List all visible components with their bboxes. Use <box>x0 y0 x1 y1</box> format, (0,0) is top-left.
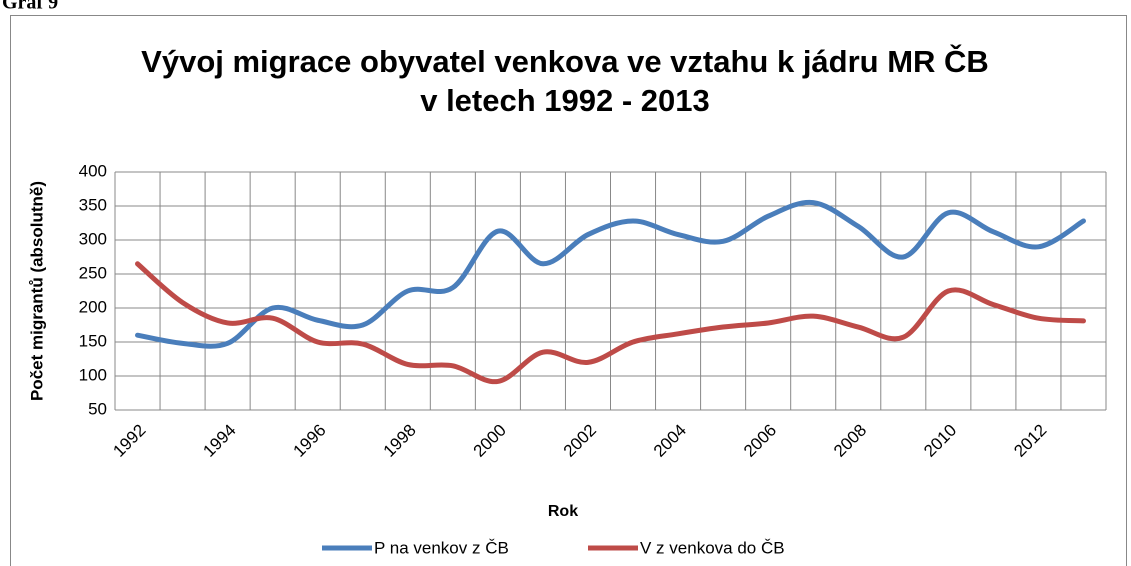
y-tick-label: 250 <box>79 263 107 282</box>
x-tick-label: 2000 <box>470 421 510 461</box>
x-tick-label: 2010 <box>920 421 960 461</box>
y-tick-label: 100 <box>79 365 107 384</box>
page-label: Graf 9 <box>2 0 58 14</box>
x-tick-label: 2004 <box>650 421 690 461</box>
y-tick-label: 150 <box>79 331 107 350</box>
series-line <box>135 261 1086 385</box>
chart-title: Vývoj migrace obyvatel venkova ve vztahu… <box>141 43 989 79</box>
y-tick-label: 300 <box>79 229 107 248</box>
series-line <box>135 199 1086 349</box>
y-tick-label: 400 <box>79 161 107 180</box>
x-tick-label: 1996 <box>290 421 330 461</box>
x-tick-label: 1992 <box>109 421 149 461</box>
x-tick-label: 1998 <box>380 421 420 461</box>
x-tick-label: 1994 <box>199 421 239 461</box>
x-tick-label: 2012 <box>1010 421 1050 461</box>
chart-title: v letech 1992 - 2013 <box>420 83 710 118</box>
y-axis-label: Počet migrantů (absolutně) <box>27 181 46 401</box>
legend-label: V z venkova do ČB <box>640 538 785 557</box>
y-tick-label: 350 <box>79 195 107 214</box>
legend-label: P na venkov z ČB <box>374 538 509 557</box>
x-axis-label: Rok <box>548 503 578 520</box>
y-tick-label: 50 <box>88 399 107 418</box>
x-tick-label: 2006 <box>740 421 780 461</box>
chart-border <box>10 15 1127 566</box>
x-tick-label: 2002 <box>560 421 600 461</box>
y-tick-label: 200 <box>79 297 107 316</box>
x-tick-label: 2008 <box>830 421 870 461</box>
